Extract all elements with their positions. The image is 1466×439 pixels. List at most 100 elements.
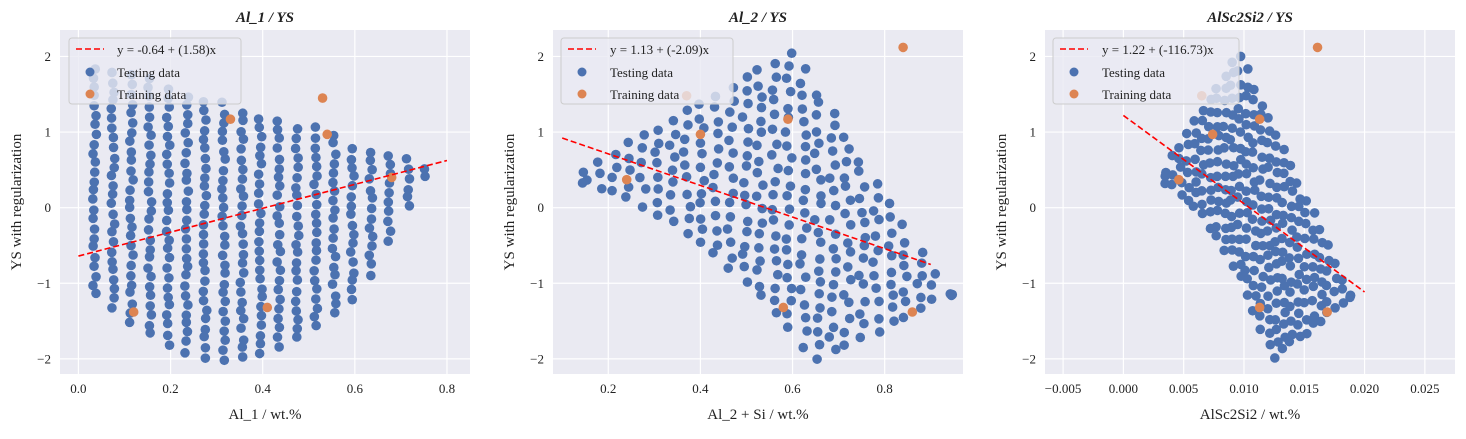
testing-point bbox=[124, 317, 135, 328]
testing-point bbox=[1338, 298, 1349, 308]
testing-point bbox=[771, 307, 782, 318]
testing-point bbox=[311, 161, 322, 172]
testing-point bbox=[275, 265, 286, 276]
testing-point bbox=[1240, 265, 1250, 276]
testing-point bbox=[723, 263, 734, 273]
testing-point bbox=[813, 266, 824, 277]
testing-point bbox=[312, 303, 323, 314]
testing-point bbox=[164, 168, 174, 179]
testing-point bbox=[595, 168, 605, 179]
testing-point bbox=[144, 102, 155, 112]
y-tick-label: −1 bbox=[37, 276, 51, 291]
testing-point bbox=[801, 130, 812, 140]
testing-point bbox=[310, 122, 321, 132]
testing-point bbox=[237, 297, 247, 308]
testing-point bbox=[328, 213, 338, 223]
x-tick-label: 0.015 bbox=[1290, 381, 1319, 396]
testing-point bbox=[198, 286, 209, 297]
testing-point bbox=[840, 181, 851, 191]
testing-point bbox=[162, 330, 173, 341]
testing-point bbox=[220, 296, 231, 307]
testing-point bbox=[727, 122, 738, 132]
testing-point bbox=[800, 272, 811, 282]
testing-point bbox=[679, 160, 690, 170]
testing-point bbox=[292, 124, 303, 134]
training-point bbox=[322, 129, 332, 140]
testing-point bbox=[816, 175, 826, 185]
testing-point bbox=[292, 200, 303, 211]
testing-point bbox=[256, 208, 266, 219]
testing-point bbox=[311, 320, 321, 331]
testing-point bbox=[771, 255, 782, 266]
testing-point bbox=[328, 233, 338, 243]
testing-point bbox=[237, 108, 248, 119]
testing-point bbox=[1240, 251, 1251, 262]
training-point bbox=[128, 307, 139, 317]
legend-training-marker bbox=[577, 89, 587, 99]
testing-point bbox=[237, 228, 248, 239]
testing-point bbox=[1248, 200, 1258, 210]
testing-point bbox=[787, 153, 797, 163]
testing-point bbox=[367, 241, 377, 251]
testing-point bbox=[254, 236, 264, 247]
testing-point bbox=[1284, 336, 1295, 347]
testing-point bbox=[1307, 295, 1318, 306]
testing-point bbox=[816, 198, 826, 209]
testing-point bbox=[1206, 185, 1216, 196]
testing-point bbox=[800, 141, 811, 152]
testing-point bbox=[858, 253, 869, 263]
testing-point bbox=[1218, 121, 1229, 132]
chart-title: AlSc2Si2 / YS bbox=[1206, 10, 1293, 26]
testing-point bbox=[198, 257, 209, 268]
testing-point bbox=[255, 331, 266, 341]
testing-point bbox=[737, 249, 748, 259]
testing-point bbox=[145, 328, 155, 338]
testing-point bbox=[742, 151, 753, 161]
testing-point bbox=[1197, 186, 1207, 196]
testing-point bbox=[844, 144, 854, 154]
testing-point bbox=[328, 137, 338, 148]
testing-point bbox=[1321, 296, 1332, 307]
testing-point bbox=[237, 174, 248, 184]
testing-point bbox=[916, 258, 927, 268]
testing-point bbox=[855, 309, 865, 319]
testing-point bbox=[291, 265, 301, 276]
testing-point bbox=[695, 237, 706, 248]
testing-point bbox=[695, 214, 706, 224]
training-point bbox=[907, 307, 918, 317]
testing-point bbox=[254, 246, 265, 256]
x-tick-label: 0.020 bbox=[1350, 381, 1379, 396]
testing-point bbox=[773, 163, 783, 174]
testing-point bbox=[143, 263, 153, 273]
testing-point bbox=[164, 252, 175, 263]
testing-point bbox=[1248, 94, 1258, 105]
testing-point bbox=[1301, 196, 1312, 206]
testing-point bbox=[1255, 324, 1266, 335]
testing-point bbox=[255, 142, 266, 153]
testing-point bbox=[291, 258, 302, 268]
testing-point bbox=[401, 153, 412, 164]
testing-point bbox=[897, 219, 907, 230]
testing-point bbox=[916, 303, 926, 313]
testing-point bbox=[653, 125, 663, 136]
testing-point bbox=[1293, 253, 1304, 264]
testing-point bbox=[348, 257, 358, 267]
testing-point bbox=[874, 296, 884, 307]
testing-point bbox=[841, 156, 852, 167]
testing-point bbox=[254, 218, 265, 228]
testing-point bbox=[1221, 159, 1232, 169]
testing-point bbox=[1212, 205, 1223, 216]
testing-point bbox=[309, 275, 320, 286]
testing-point bbox=[682, 189, 692, 200]
testing-point bbox=[161, 310, 172, 320]
testing-point bbox=[607, 185, 617, 196]
testing-point bbox=[814, 339, 825, 350]
testing-point bbox=[728, 188, 738, 199]
testing-point bbox=[814, 138, 824, 149]
testing-point bbox=[272, 239, 283, 250]
testing-point bbox=[88, 194, 98, 204]
testing-point bbox=[780, 127, 791, 137]
testing-point bbox=[1220, 171, 1231, 182]
testing-point bbox=[1278, 210, 1289, 221]
testing-point bbox=[290, 143, 301, 154]
